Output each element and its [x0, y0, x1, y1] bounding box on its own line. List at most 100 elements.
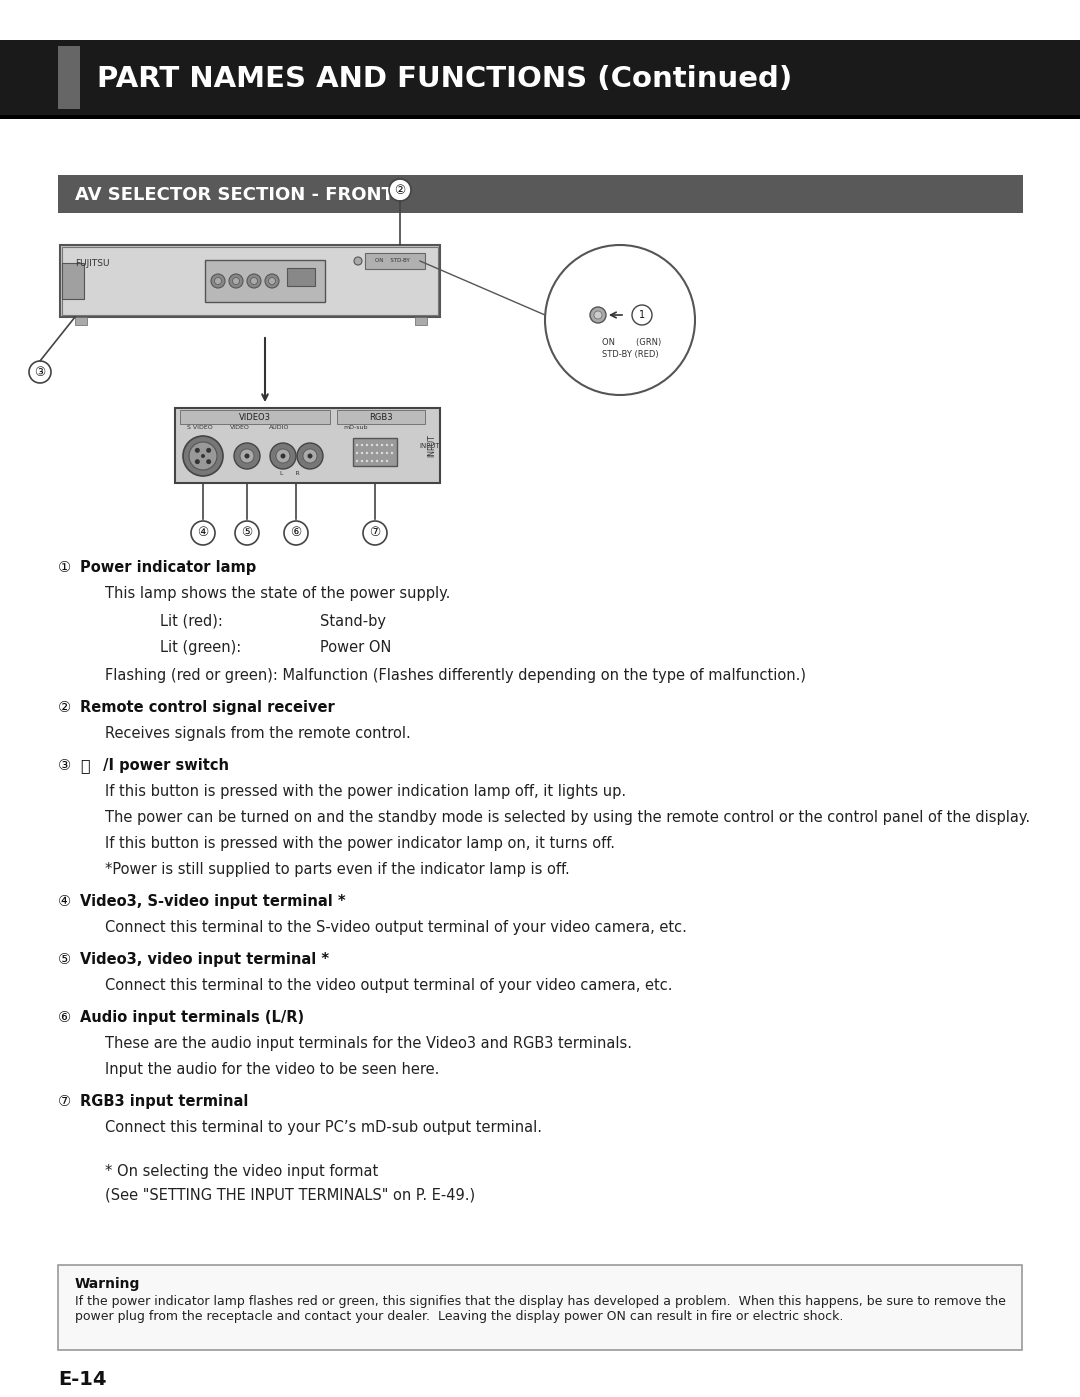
Circle shape	[297, 443, 323, 469]
Circle shape	[183, 436, 222, 476]
Text: RGB3 input terminal: RGB3 input terminal	[80, 1094, 248, 1109]
Text: Video3, video input terminal *: Video3, video input terminal *	[80, 951, 329, 967]
Circle shape	[247, 274, 261, 288]
Circle shape	[370, 451, 374, 454]
Circle shape	[361, 451, 363, 454]
Bar	[75, 317, 87, 326]
Circle shape	[355, 460, 359, 462]
Circle shape	[281, 454, 285, 458]
Circle shape	[381, 451, 383, 454]
Text: (See "SETTING THE INPUT TERMINALS" on P. E-49.): (See "SETTING THE INPUT TERMINALS" on P.…	[105, 1187, 475, 1203]
Text: Receives signals from the remote control.: Receives signals from the remote control…	[105, 726, 410, 740]
Text: Power ON: Power ON	[320, 640, 391, 655]
Bar	[175, 408, 440, 483]
Text: ④: ④	[198, 527, 208, 539]
Text: Power indicator lamp: Power indicator lamp	[80, 560, 256, 576]
Bar	[60, 244, 440, 317]
Text: ③: ③	[35, 366, 45, 379]
Text: Flashing (red or green): Malfunction (Flashes differently depending on the type : Flashing (red or green): Malfunction (Fl…	[105, 668, 806, 683]
Circle shape	[386, 444, 388, 446]
Circle shape	[363, 521, 387, 545]
Bar	[205, 260, 325, 302]
Bar	[0, 115, 1080, 119]
Circle shape	[240, 448, 254, 462]
Text: Connect this terminal to the S-video output terminal of your video camera, etc.: Connect this terminal to the S-video out…	[105, 921, 687, 935]
Circle shape	[191, 521, 215, 545]
Text: INPUT: INPUT	[428, 434, 436, 457]
Circle shape	[386, 451, 388, 454]
Circle shape	[545, 244, 696, 395]
Circle shape	[370, 444, 374, 446]
Text: RGB3: RGB3	[369, 412, 393, 422]
Circle shape	[376, 451, 378, 454]
Text: Video3, S-video input terminal *: Video3, S-video input terminal *	[80, 894, 346, 909]
Text: 1: 1	[639, 310, 645, 320]
Text: mD-sub: mD-sub	[343, 425, 367, 430]
Text: /I power switch: /I power switch	[98, 759, 229, 773]
Circle shape	[381, 460, 383, 462]
Text: Input the audio for the video to be seen here.: Input the audio for the video to be seen…	[105, 1062, 440, 1077]
Text: Warning: Warning	[75, 1277, 140, 1291]
Text: ④: ④	[58, 894, 71, 909]
Bar	[0, 41, 1080, 115]
Circle shape	[303, 448, 318, 462]
Circle shape	[244, 454, 249, 458]
Text: VIDEO3: VIDEO3	[239, 412, 271, 422]
Text: ③: ③	[58, 759, 71, 773]
Bar	[287, 268, 318, 288]
Circle shape	[189, 441, 217, 469]
Circle shape	[265, 274, 279, 288]
Circle shape	[391, 451, 393, 454]
Circle shape	[194, 460, 200, 464]
Circle shape	[355, 451, 359, 454]
Text: ①: ①	[58, 560, 71, 576]
Text: The power can be turned on and the standby mode is selected by using the remote : The power can be turned on and the stand…	[105, 810, 1030, 826]
Bar	[58, 175, 1023, 212]
Text: E-14: E-14	[58, 1370, 107, 1389]
Text: S VIDEO: S VIDEO	[187, 425, 213, 430]
Text: INPUT: INPUT	[420, 443, 441, 448]
Text: ON    STD-BY: ON STD-BY	[375, 258, 409, 264]
Text: PART NAMES AND FUNCTIONS (Continued): PART NAMES AND FUNCTIONS (Continued)	[97, 64, 793, 92]
Circle shape	[232, 278, 240, 285]
Text: If this button is pressed with the power indication lamp off, it lights up.: If this button is pressed with the power…	[105, 784, 626, 799]
Circle shape	[269, 278, 275, 285]
Circle shape	[308, 454, 312, 458]
Text: AV SELECTOR SECTION - FRONT: AV SELECTOR SECTION - FRONT	[75, 186, 394, 204]
Circle shape	[211, 274, 225, 288]
Text: ⑤: ⑤	[241, 527, 253, 539]
Circle shape	[235, 521, 259, 545]
Circle shape	[251, 278, 257, 285]
Circle shape	[594, 312, 602, 319]
Text: This lamp shows the state of the power supply.: This lamp shows the state of the power s…	[105, 585, 450, 601]
Text: Lit (red):: Lit (red):	[160, 615, 222, 629]
Circle shape	[386, 460, 388, 462]
Circle shape	[366, 451, 368, 454]
Circle shape	[206, 460, 212, 464]
Text: Audio input terminals (L/R): Audio input terminals (L/R)	[80, 1010, 305, 1025]
Text: Lit (green):: Lit (green):	[160, 640, 241, 655]
Bar	[415, 317, 427, 326]
Bar	[353, 439, 397, 467]
Circle shape	[391, 444, 393, 446]
Bar	[287, 268, 315, 286]
Text: ⑥: ⑥	[291, 527, 301, 539]
Text: ON        (GRN): ON (GRN)	[602, 338, 661, 346]
Text: L      R: L R	[280, 471, 300, 476]
Text: ②: ②	[58, 700, 71, 715]
Text: STD-BY (RED): STD-BY (RED)	[602, 351, 659, 359]
Text: ②: ②	[394, 183, 406, 197]
Circle shape	[29, 360, 51, 383]
Text: If this button is pressed with the power indicator lamp on, it turns off.: If this button is pressed with the power…	[105, 835, 615, 851]
Circle shape	[376, 460, 378, 462]
Text: ⑦: ⑦	[369, 527, 380, 539]
Text: ⏻: ⏻	[80, 759, 90, 773]
Circle shape	[366, 444, 368, 446]
Text: If the power indicator lamp flashes red or green, this signifies that the displa: If the power indicator lamp flashes red …	[75, 1295, 1005, 1323]
Circle shape	[201, 454, 205, 458]
Circle shape	[381, 444, 383, 446]
Circle shape	[389, 179, 411, 201]
Text: VIDEO: VIDEO	[230, 425, 249, 430]
Text: Connect this terminal to the video output terminal of your video camera, etc.: Connect this terminal to the video outpu…	[105, 978, 673, 993]
Bar	[58, 46, 80, 109]
